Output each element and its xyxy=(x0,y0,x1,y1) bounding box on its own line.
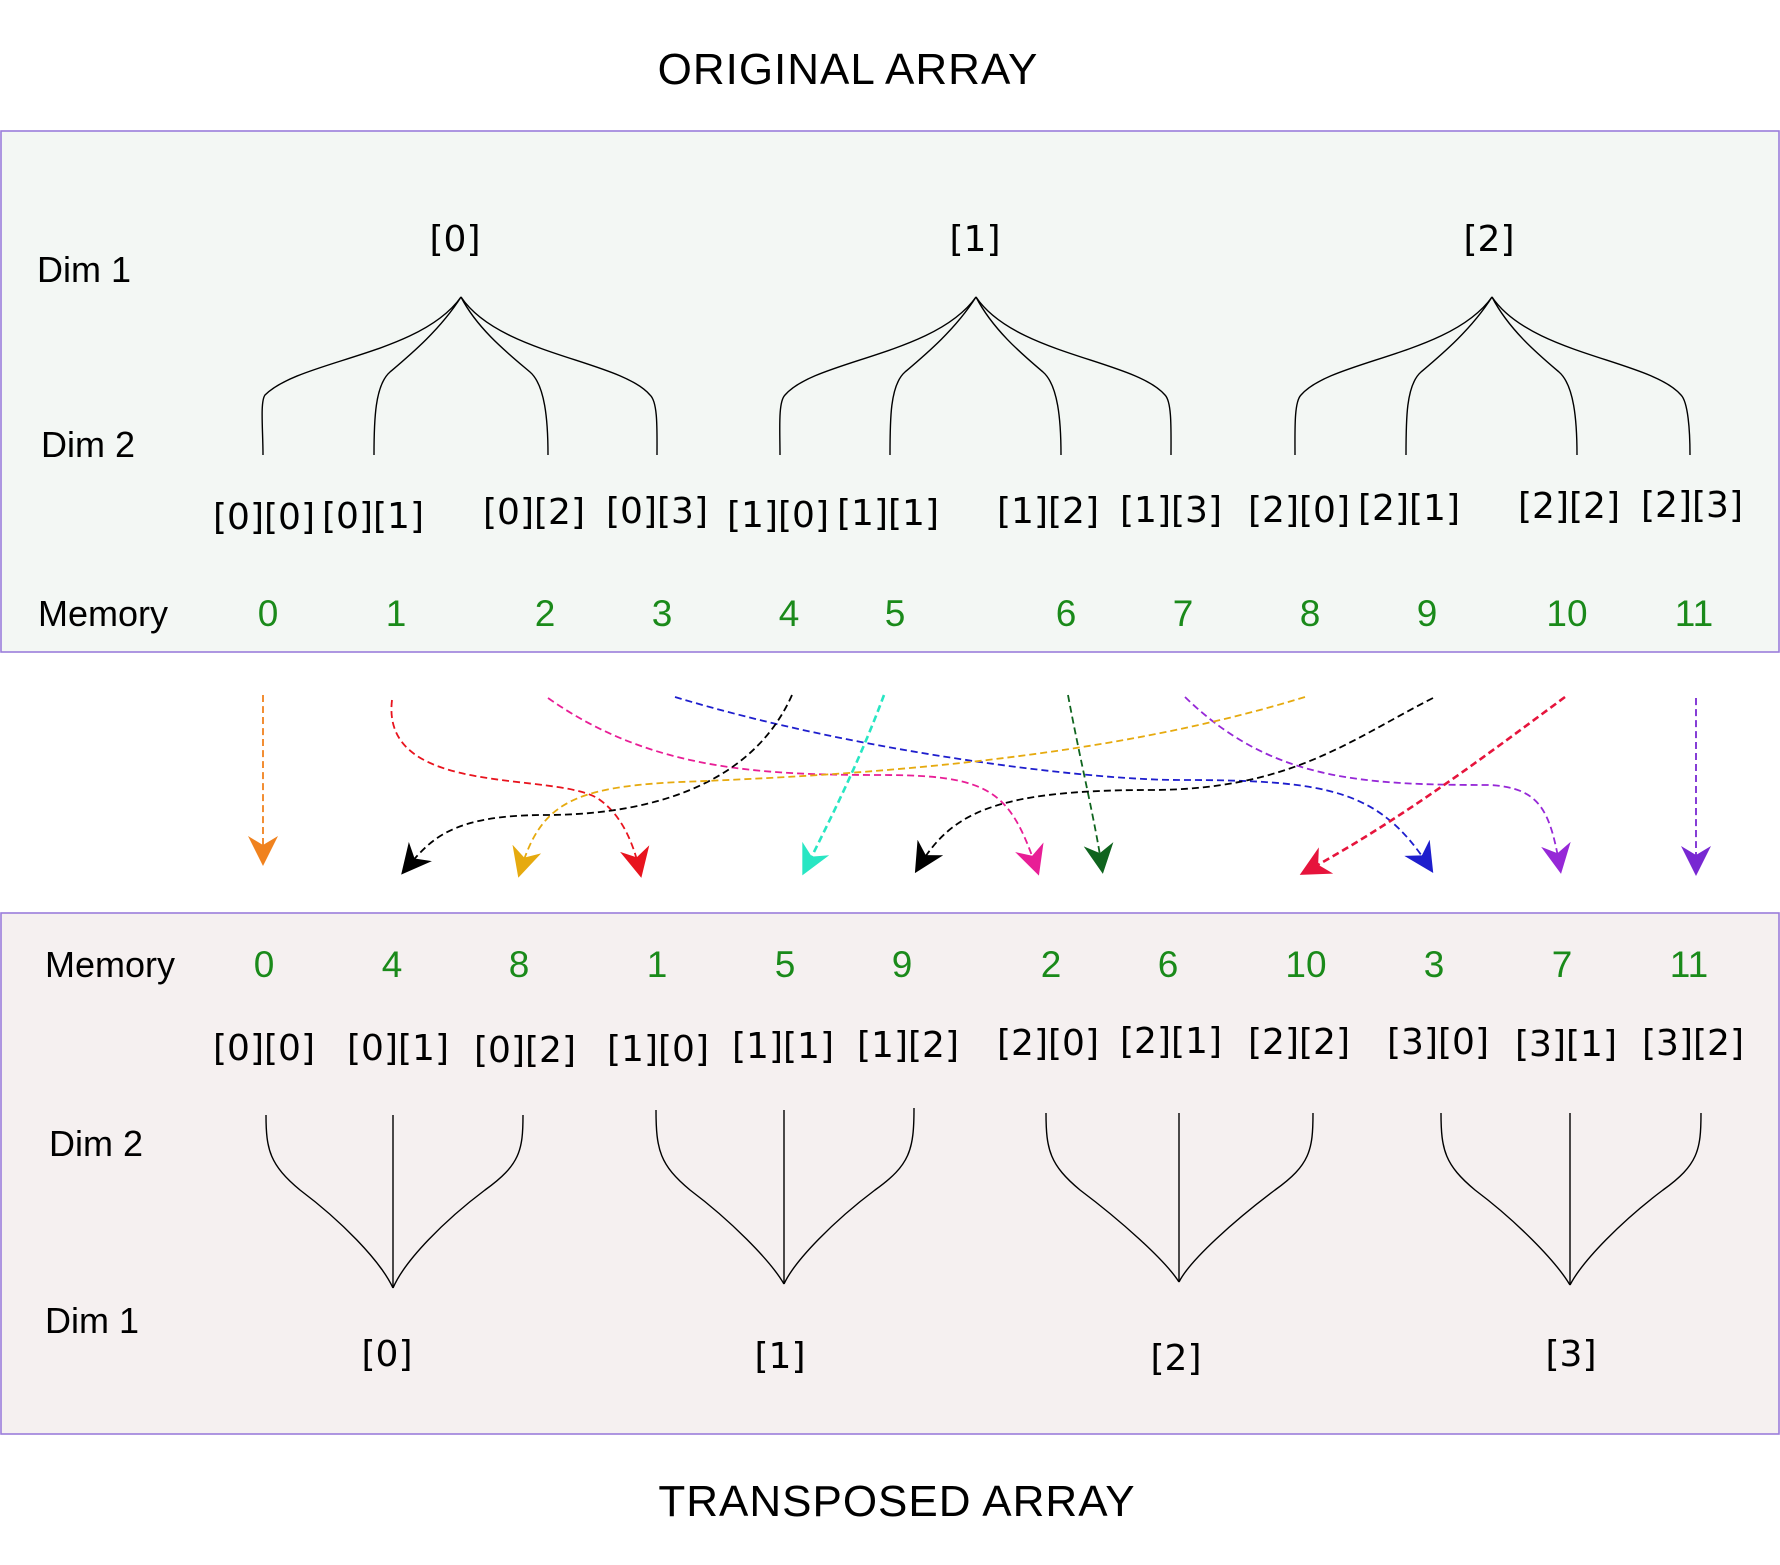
transposed-memory-8: 10 xyxy=(1285,944,1326,985)
transposed-tree-3 xyxy=(1440,1112,1702,1286)
original-memory-label: Memory xyxy=(38,593,168,634)
transposed-dim2-2: [0][2] xyxy=(474,1030,576,1071)
original-dim2-1: [0][1] xyxy=(322,496,424,537)
original-memory-10: 10 xyxy=(1546,593,1587,634)
original-dim2-8: [2][0] xyxy=(1248,490,1350,531)
arrow-memory-2 xyxy=(547,697,1044,876)
original-memory-5: 5 xyxy=(885,593,906,634)
transposed-dim1-3: [3] xyxy=(1546,1334,1597,1375)
original-memory-3: 3 xyxy=(652,593,673,634)
original-dim2-5: [1][1] xyxy=(837,493,939,534)
original-dim2-2: [0][2] xyxy=(483,492,585,533)
mapping-arrows xyxy=(248,694,1711,878)
original-dim1-2: [2] xyxy=(1464,219,1515,260)
original-memory-8: 8 xyxy=(1300,593,1321,634)
transposed-tree-1 xyxy=(655,1107,915,1285)
transposed-dim1-2: [2] xyxy=(1151,1338,1202,1379)
transposed-dim1-0: [0] xyxy=(362,1334,413,1375)
original-tree-0 xyxy=(261,296,658,456)
original-dim1-1: [1] xyxy=(950,219,1001,260)
original-dim2-4: [1][0] xyxy=(727,495,829,536)
transposed-dim2-7: [2][1] xyxy=(1120,1021,1222,1062)
original-memory-0: 0 xyxy=(258,593,279,634)
transposed-memory-label: Memory xyxy=(45,944,175,985)
transposed-memory-10: 7 xyxy=(1552,944,1573,985)
transposed-memory-11: 11 xyxy=(1670,944,1708,985)
arrow-memory-5 xyxy=(802,694,886,876)
transposed-dim2-10: [3][1] xyxy=(1515,1024,1617,1065)
transposed-dim2-11: [3][2] xyxy=(1642,1023,1744,1064)
original-memory-1: 1 xyxy=(386,593,407,634)
original-dim2-0: [0][0] xyxy=(213,497,315,538)
original-dim2-11: [2][3] xyxy=(1641,485,1743,526)
original-tree-2 xyxy=(1294,296,1691,456)
transposed-tree-2 xyxy=(1045,1112,1314,1283)
original-memory-2: 2 xyxy=(535,593,556,634)
transposed-memory-3: 1 xyxy=(647,944,668,985)
transposed-dim2-1: [0][1] xyxy=(347,1028,449,1069)
transposed-memory-0: 0 xyxy=(254,944,275,985)
arrow-memory-1 xyxy=(390,699,650,878)
original-memory-7: 7 xyxy=(1173,593,1194,634)
original-tree-1 xyxy=(779,296,1172,456)
transposed-memory-7: 6 xyxy=(1158,944,1179,985)
original-dim2-3: [0][3] xyxy=(606,491,708,532)
transposed-memory-9: 3 xyxy=(1424,944,1445,985)
arrow-memory-6 xyxy=(1067,694,1114,874)
original-dim2-10: [2][2] xyxy=(1518,486,1620,527)
original-dim2-6: [1][2] xyxy=(997,491,1099,532)
original-memory-6: 6 xyxy=(1056,593,1077,634)
transposed-memory-2: 8 xyxy=(509,944,530,985)
transposed-dim2-5: [1][2] xyxy=(857,1025,959,1066)
original-array-title: ORIGINAL ARRAY xyxy=(658,45,1039,94)
transposed-array-title: TRANSPOSED ARRAY xyxy=(658,1477,1135,1526)
original-memory-9: 9 xyxy=(1417,593,1438,634)
transposed-memory-6: 2 xyxy=(1041,944,1062,985)
transposed-dim2-8: [2][2] xyxy=(1248,1022,1350,1063)
transposed-array-panel xyxy=(0,912,1780,1435)
original-dim1-label: Dim 1 xyxy=(37,249,131,290)
original-memory-4: 4 xyxy=(779,593,800,634)
original-dim2-7: [1][3] xyxy=(1120,490,1222,531)
transposed-dim2-label: Dim 2 xyxy=(49,1123,143,1164)
arrow-memory-8 xyxy=(512,696,1306,878)
transposed-dim2-9: [3][0] xyxy=(1387,1022,1489,1063)
original-dim2-label: Dim 2 xyxy=(41,424,135,465)
transposed-dim2-4: [1][1] xyxy=(732,1026,834,1067)
transposed-dim2-3: [1][0] xyxy=(607,1029,709,1070)
original-dim1-0: [0] xyxy=(430,219,481,260)
transposed-dim1-1: [1] xyxy=(755,1336,806,1377)
transposed-tree-0 xyxy=(265,1114,524,1289)
arrow-memory-7 xyxy=(1184,696,1571,874)
transposed-memory-4: 5 xyxy=(775,944,796,985)
arrow-memory-4 xyxy=(401,694,793,875)
transposed-memory-5: 9 xyxy=(892,944,913,985)
original-dim2-9: [2][1] xyxy=(1358,488,1460,529)
arrow-memory-9 xyxy=(914,697,1434,874)
arrow-memory-10 xyxy=(1299,695,1566,875)
original-array-panel xyxy=(0,130,1780,653)
original-memory-11: 11 xyxy=(1675,593,1713,634)
arrow-memory-3 xyxy=(674,696,1434,874)
transposed-dim1-label: Dim 1 xyxy=(45,1300,139,1341)
transposed-memory-1: 4 xyxy=(382,944,403,985)
transposed-dim2-6: [2][0] xyxy=(997,1023,1099,1064)
transposed-dim2-0: [0][0] xyxy=(213,1028,315,1069)
